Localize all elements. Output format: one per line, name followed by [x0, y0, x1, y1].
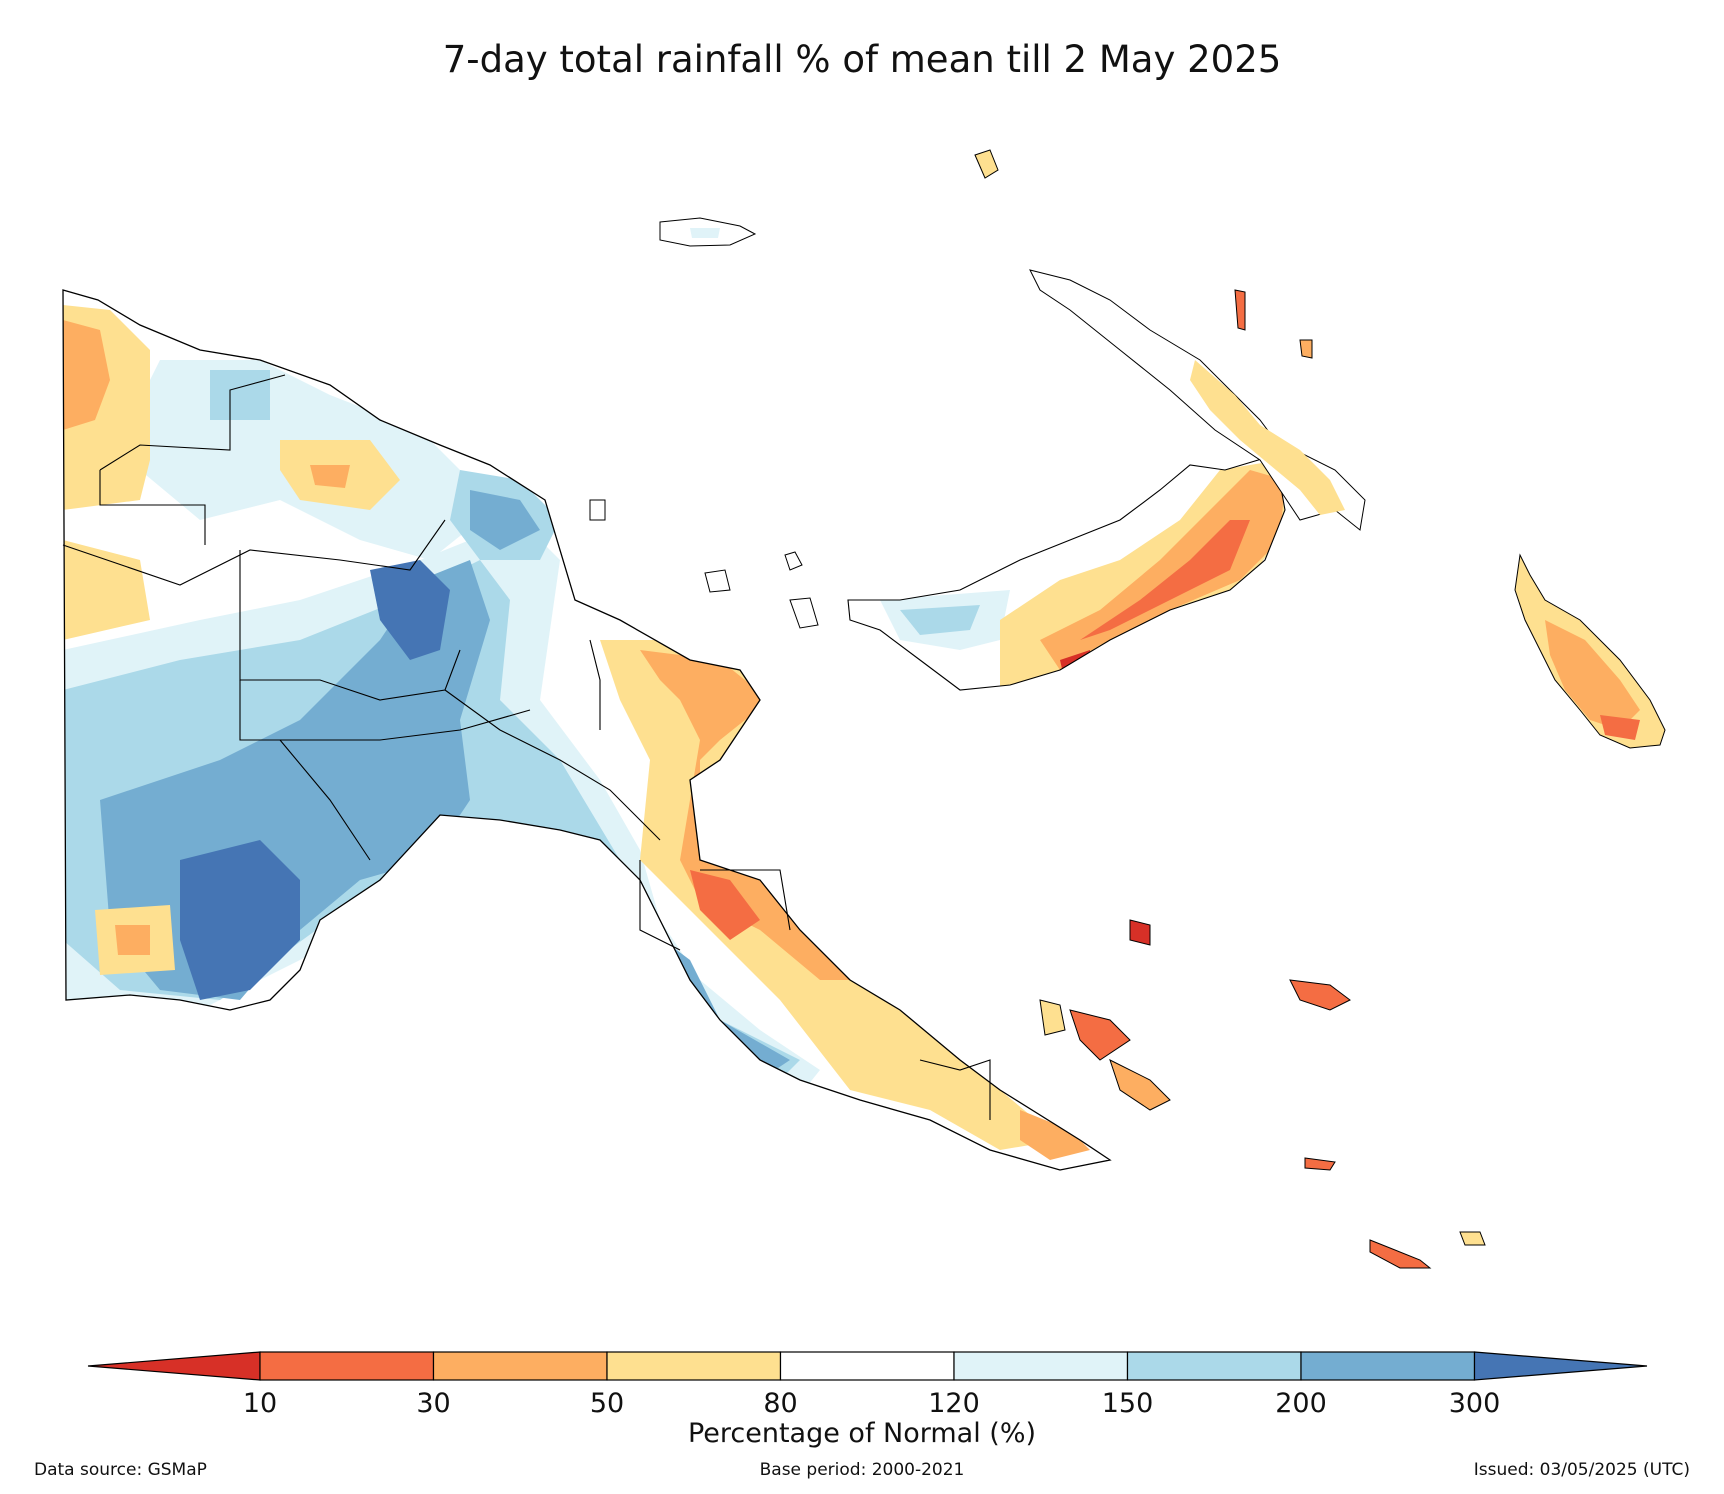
colorbar-bin-120-150: [953, 1351, 1129, 1381]
new-britain-island: [847, 454, 1286, 691]
small-islands: [589, 149, 1313, 629]
colorbar-bin-30-50: [432, 1351, 608, 1381]
map-title: 7-day total rainfall % of mean till 2 Ma…: [442, 38, 1282, 81]
colorbar-bin-80-120: [779, 1351, 955, 1381]
colorbar-tick: 80: [763, 1388, 798, 1419]
bougainville-island: [1514, 553, 1666, 749]
colorbar-extension-low: [87, 1351, 261, 1381]
colorbar-tick: 150: [1101, 1388, 1154, 1419]
colorbar-tick: 200: [1275, 1388, 1327, 1419]
colorbar-bin-10-30: [259, 1351, 435, 1381]
colorbar-tick: 30: [416, 1388, 451, 1419]
colorbar-tick: 300: [1448, 1388, 1501, 1419]
colorbar-tick: 120: [928, 1388, 980, 1419]
colorbar-extension-high: [1473, 1351, 1648, 1381]
manus-island: [659, 217, 757, 247]
colorbar-bin-50-80: [606, 1351, 782, 1381]
new-ireland-island: [1029, 269, 1366, 531]
colorbar-label: Percentage of Normal (%): [687, 1418, 1037, 1449]
colorbar-bin-200-300: [1300, 1351, 1476, 1381]
colorbar: [87, 1351, 1648, 1381]
mainland-png: [62, 289, 1112, 1171]
milne-bay-islands: [1039, 919, 1486, 1269]
issued-date-note: Issued: 03/05/2025 (UTC): [1473, 1460, 1690, 1480]
data-source-note: Data source: GSMaP: [34, 1460, 207, 1480]
base-period-note: Base period: 2000-2021: [759, 1460, 965, 1480]
colorbar-tick: 50: [589, 1388, 625, 1419]
colorbar-bin-150-200: [1126, 1351, 1302, 1381]
colorbar-tick: 10: [242, 1388, 278, 1419]
